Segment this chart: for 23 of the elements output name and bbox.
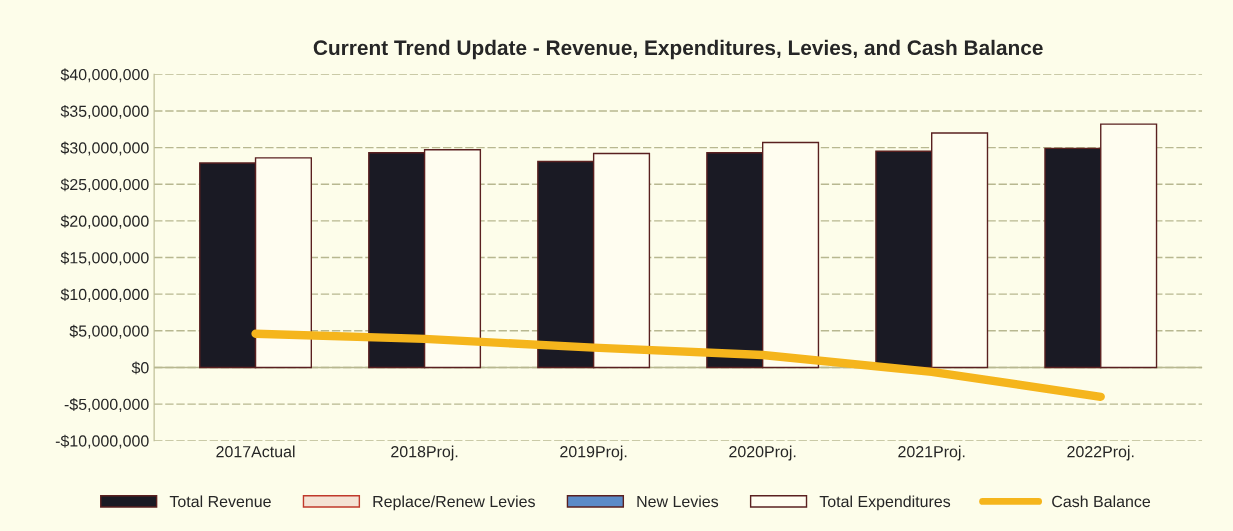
- y-tick-label: -$10,000,000: [55, 434, 149, 449]
- legend-label: Total Expenditures: [819, 495, 951, 511]
- legend-label: New Levies: [637, 495, 719, 508]
- y-tick-label: $30,000,000: [60, 141, 149, 156]
- x-tick-label: 2021Proj.: [898, 445, 965, 461]
- x-tick-label: 2018Proj.: [391, 445, 458, 461]
- x-tick-label: 2017Actual: [216, 445, 295, 458]
- y-tick-label: $25,000,000: [60, 178, 149, 193]
- y-tick-label: -$5,000,000: [64, 398, 149, 412]
- y-tick-label: $40,000,000: [60, 68, 149, 83]
- y-tick-label: $5,000,000: [69, 324, 149, 339]
- y-tick-label: $35,000,000: [60, 104, 149, 119]
- x-tick-label: 2020Proj.: [729, 445, 796, 461]
- legend-label: Total Revenue: [169, 495, 271, 508]
- y-tick-label: $20,000,000: [60, 214, 149, 229]
- chart-title: Current Trend Update - Revenue, Expenditures, Levies, and Cash Balance: [313, 39, 1043, 60]
- y-tick-label: $0: [131, 361, 149, 375]
- y-tick-label: $10,000,000: [60, 288, 149, 303]
- y-tick-label: $15,000,000: [60, 251, 149, 266]
- x-tick-label: 2022Proj.: [1067, 445, 1134, 461]
- legend-label: Replace/Renew Levies: [373, 495, 535, 511]
- x-tick-label: 2019Proj.: [560, 445, 627, 461]
- legend-label: Cash Balance: [1052, 495, 1151, 508]
